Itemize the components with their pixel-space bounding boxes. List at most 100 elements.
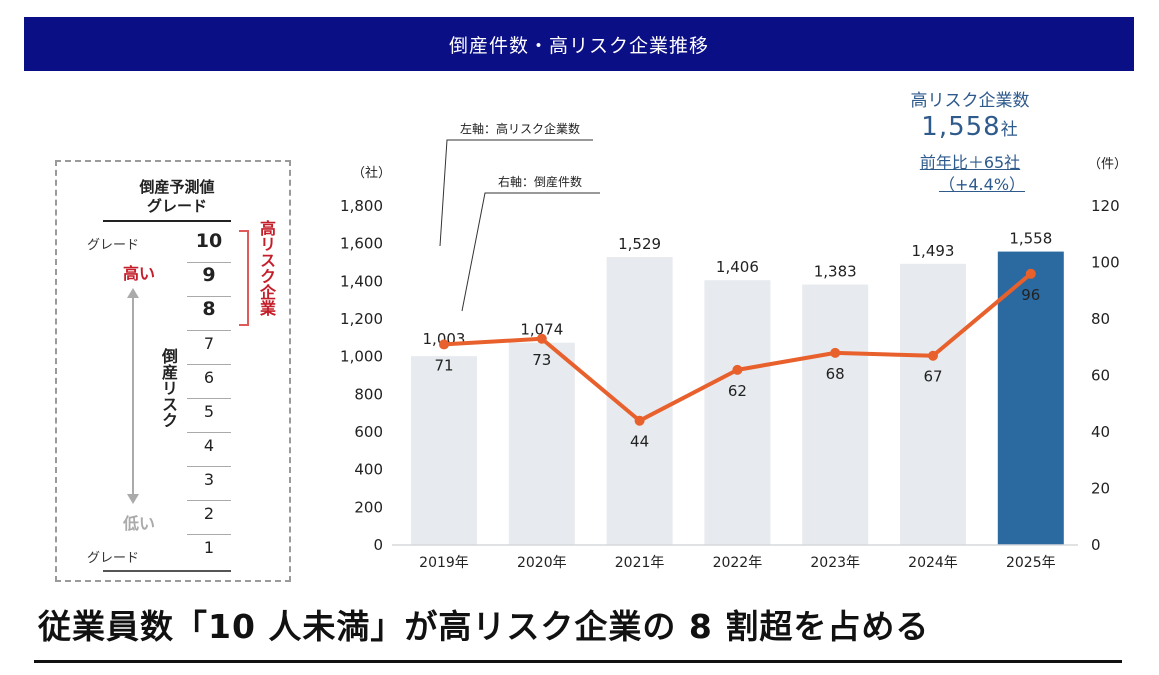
right-callout-text: 右軸：倒産件数 bbox=[498, 174, 582, 189]
grade-value: 3 bbox=[203, 470, 215, 489]
bankruptcy-value-label: 71 bbox=[434, 356, 453, 374]
grade-separator bbox=[187, 262, 231, 263]
x-axis-tick: 2019年 bbox=[419, 555, 469, 571]
right-axis-tick: 40 bbox=[1091, 423, 1110, 441]
grade-separator bbox=[187, 398, 231, 399]
bar-high-risk-2023年 bbox=[802, 284, 869, 545]
left-axis-tick: 0 bbox=[373, 536, 383, 554]
left-axis-tick: 1,000 bbox=[340, 348, 383, 366]
bankruptcy-point bbox=[1025, 268, 1036, 279]
bankruptcy-value-label: 96 bbox=[1021, 286, 1040, 304]
right-callout-line bbox=[461, 192, 600, 312]
summary-yoy-line1: 前年比＋65社 bbox=[919, 153, 1021, 172]
right-axis-tick: 20 bbox=[1091, 480, 1110, 498]
left-callout-line bbox=[439, 139, 593, 247]
bar-high-risk-2020年 bbox=[508, 342, 575, 545]
right-axis-tick: 100 bbox=[1091, 254, 1120, 272]
grade-value: 5 bbox=[203, 402, 215, 421]
grade-separator bbox=[187, 466, 231, 467]
high-risk-label: 高リスク企業 bbox=[257, 220, 276, 316]
bankruptcy-point bbox=[830, 347, 841, 358]
chart-title-banner: 倒産件数・高リスク企業推移 bbox=[24, 17, 1134, 71]
x-axis-tick: 2024年 bbox=[908, 555, 958, 571]
high-label: 高い bbox=[123, 264, 156, 283]
bar-value-label: 1,529 bbox=[618, 235, 661, 253]
summary-number: 1,558 bbox=[921, 112, 1001, 142]
grade-separator bbox=[187, 330, 231, 331]
bankruptcy-value-label: 62 bbox=[728, 382, 747, 400]
bankruptcy-value-label: 73 bbox=[532, 351, 551, 369]
risk-arrow-line bbox=[132, 296, 134, 496]
grade-value: 10 bbox=[195, 230, 223, 252]
risk-label: 倒産リスク bbox=[159, 348, 178, 428]
grade-separator bbox=[187, 364, 231, 365]
bar-value-label: 1,383 bbox=[814, 263, 857, 281]
grade-bottom-side-label: グレード bbox=[87, 551, 140, 566]
grade-value: 4 bbox=[203, 436, 215, 455]
headline-rule bbox=[34, 660, 1122, 663]
right-axis-unit: （件） bbox=[1088, 157, 1127, 172]
bar-value-label: 1,074 bbox=[520, 321, 563, 339]
grade-value: 9 bbox=[202, 264, 216, 286]
bankruptcy-value-label: 67 bbox=[923, 368, 942, 386]
x-axis-tick: 2022年 bbox=[713, 555, 763, 571]
x-axis-tick: 2021年 bbox=[615, 555, 665, 571]
right-axis-tick: 120 bbox=[1091, 197, 1120, 215]
left-axis-tick: 1,200 bbox=[340, 310, 383, 328]
bar-high-risk-2019年 bbox=[411, 356, 477, 545]
grade-separator bbox=[187, 500, 231, 501]
bankruptcy-point bbox=[928, 350, 938, 361]
x-axis-tick: 2023年 bbox=[810, 555, 860, 571]
grade-separator bbox=[187, 432, 231, 433]
bar-high-risk-2024年 bbox=[900, 263, 966, 545]
x-axis-tick: 2020年 bbox=[517, 555, 567, 571]
bankruptcy-value-label: 44 bbox=[630, 433, 649, 451]
bar-value-label: 1,493 bbox=[912, 242, 955, 260]
high-risk-bracket bbox=[239, 230, 249, 326]
right-axis-tick: 60 bbox=[1091, 367, 1110, 385]
right-axis-tick: 0 bbox=[1091, 536, 1101, 554]
left-axis-tick: 600 bbox=[354, 423, 383, 441]
bar-high-risk-2025年 bbox=[997, 251, 1064, 545]
low-label: 低い bbox=[123, 514, 156, 533]
grade-top-side-label: グレード bbox=[87, 238, 140, 253]
grade-bottom-rule bbox=[103, 570, 231, 572]
arrow-up-icon bbox=[127, 288, 139, 298]
arrow-down-icon bbox=[127, 494, 139, 504]
grade-separator bbox=[187, 534, 231, 535]
grade-value: 7 bbox=[203, 334, 215, 353]
grade-value: 6 bbox=[203, 368, 215, 387]
grade-top-rule bbox=[103, 220, 231, 222]
bankruptcy-point bbox=[536, 333, 547, 344]
right-axis-tick: 80 bbox=[1091, 310, 1110, 328]
bar-value-label: 1,558 bbox=[1009, 230, 1052, 248]
grade-legend: 倒産予測値 グレード グレード グレード 高い 低い 倒産リスク 高リスク企業 … bbox=[55, 160, 291, 582]
left-axis-tick: 800 bbox=[354, 385, 383, 403]
left-axis-tick: 1,400 bbox=[340, 272, 383, 290]
summary-yoy-line2: （+4.4%） bbox=[938, 175, 1026, 194]
left-axis-tick: 400 bbox=[354, 461, 383, 479]
headline: 従業員数「10 人未満」が高リスク企業の 8 割超を占める bbox=[38, 607, 930, 646]
grade-separator bbox=[187, 296, 231, 297]
left-axis-tick: 1,800 bbox=[340, 197, 383, 215]
summary-value: 1,558社 bbox=[900, 111, 1040, 146]
grade-title-line1: 倒産予測値 bbox=[139, 178, 215, 196]
bar-high-risk-2022年 bbox=[704, 280, 771, 545]
x-axis-tick: 2025年 bbox=[1006, 555, 1056, 571]
grade-value: 1 bbox=[203, 538, 215, 557]
grade-value: 8 bbox=[202, 298, 216, 320]
combo-chart: （社） （件） 左軸：高リスク企業数 右軸：倒産件数 1,0031,0741,5… bbox=[340, 121, 1127, 571]
left-axis-tick: 200 bbox=[354, 498, 383, 516]
bankruptcy-value-label: 68 bbox=[826, 365, 845, 383]
summary-unit: 社 bbox=[1000, 120, 1019, 140]
bankruptcy-point bbox=[439, 339, 449, 350]
left-axis-tick: 1,600 bbox=[340, 235, 383, 253]
summary-title: 高リスク企業数 bbox=[910, 91, 1030, 111]
grade-value: 2 bbox=[203, 504, 215, 523]
bankruptcy-point bbox=[732, 364, 743, 375]
summary-box: 高リスク企業数 1,558社 前年比＋65社 （+4.4%） bbox=[900, 86, 1040, 196]
grade-title-line2: グレード bbox=[146, 197, 207, 215]
bankruptcy-point bbox=[634, 415, 645, 426]
summary-yoy: 前年比＋65社 （+4.4%） bbox=[900, 152, 1040, 196]
chart-title: 倒産件数・高リスク企業推移 bbox=[448, 34, 709, 57]
